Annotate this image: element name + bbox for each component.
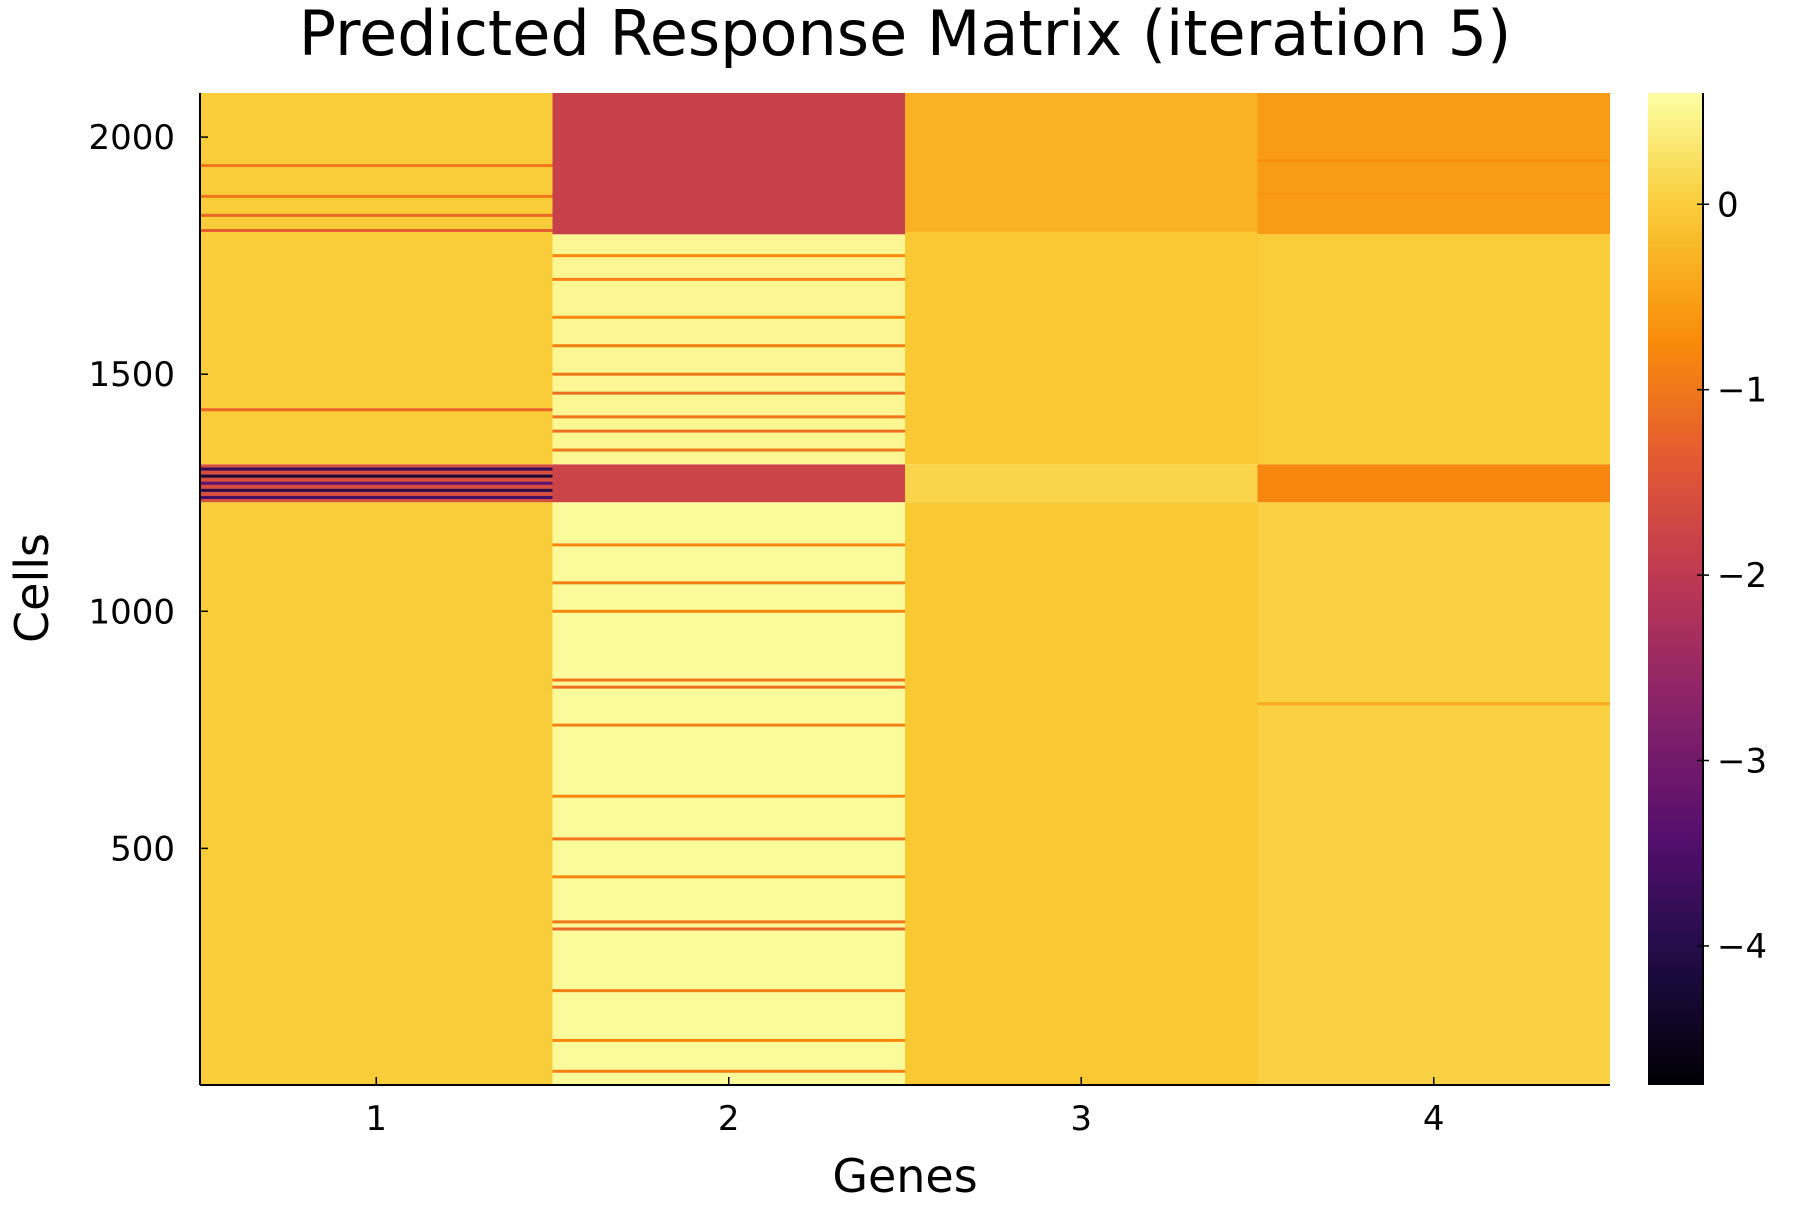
x-tick-label: 3 [1070, 1099, 1092, 1139]
heatmap-streak-gene2 [552, 723, 905, 727]
y-tick-label: 1000 [88, 592, 175, 632]
heatmap-streak-gene2 [552, 543, 905, 547]
x-axis-label: Genes [832, 1149, 977, 1200]
heatmap-streak-gene2 [552, 794, 905, 798]
heatmap-streak-gene2 [552, 429, 905, 433]
colorbar-gradient [1648, 93, 1703, 1085]
y-tick-label: 1500 [88, 355, 175, 395]
y-axis-label: Cells [5, 533, 59, 643]
heatmap-cell-gene2 [552, 93, 905, 235]
colorbar-tick-label: −1 [1717, 371, 1767, 411]
heatmap-streak-gene2 [552, 1069, 905, 1073]
x-tick-label: 2 [718, 1099, 740, 1139]
heatmap-streak-gene4 [1257, 702, 1610, 706]
heatmap-streak-gene2 [552, 448, 905, 452]
heatmap-streak-gene1 [200, 194, 553, 198]
heatmap-streak-gene2 [552, 344, 905, 348]
heatmap-streak-gene2 [552, 277, 905, 281]
heatmap-streak-gene1 [200, 213, 553, 217]
heatmap-streak-gene1 [200, 481, 553, 485]
heatmap-streak-gene2 [552, 989, 905, 993]
x-axis-ticks: 1 2 3 4 [365, 1077, 1445, 1139]
heatmap-streak-gene1 [200, 474, 553, 478]
x-tick-label: 1 [365, 1099, 387, 1139]
x-tick-label: 4 [1423, 1099, 1445, 1139]
heatmap-streak-gene1 [200, 164, 553, 168]
plot-axes [199, 93, 1610, 1086]
colorbar: 0 −1 −2 −3 −4 [1648, 93, 1767, 1085]
heatmap-streak-gene2 [552, 920, 905, 924]
heatmap-streak-gene2 [552, 685, 905, 689]
heatmap-streak-gene1 [200, 467, 553, 471]
heatmap-cell-gene4 [1257, 93, 1610, 235]
heatmap-cell-gene4 [1257, 234, 1610, 465]
heatmap-streak-gene2 [552, 609, 905, 613]
heatmap-cell-gene1 [200, 231, 553, 465]
heatmap-streak-gene1 [200, 495, 553, 499]
heatmap-cell-gene1 [200, 93, 553, 232]
heatmap-streak-gene2 [552, 1038, 905, 1042]
heatmap-cell-gene2 [552, 234, 905, 465]
heatmap-streak-gene1 [200, 488, 553, 492]
y-tick-label: 500 [110, 829, 175, 869]
heatmap-cell-gene2 [552, 464, 905, 503]
heatmap-streak-gene1 [200, 408, 553, 412]
colorbar-tick-label: −3 [1717, 742, 1767, 782]
heatmap-streak-gene4 [1257, 159, 1610, 163]
colorbar-tick-label: −4 [1717, 927, 1767, 967]
heatmap-streak-gene2 [552, 875, 905, 879]
heatmap-streak-gene1 [200, 229, 553, 233]
heatmap-cell-gene3 [905, 93, 1258, 232]
chart-title: Predicted Response Matrix (iteration 5) [299, 0, 1512, 70]
y-tick-label: 2000 [88, 118, 175, 158]
colorbar-tick-label: −2 [1717, 556, 1767, 596]
heatmap-streak-gene2 [552, 391, 905, 395]
heatmap-cell-gene3 [905, 502, 1258, 1085]
heatmap-streak-gene4 [1257, 192, 1610, 196]
heatmap-cell-gene3 [905, 464, 1258, 503]
heatmap-cells [200, 93, 1610, 1085]
heatmap-streak-gene2 [552, 927, 905, 931]
heatmap-cell-gene3 [905, 231, 1258, 465]
heatmap-streak-gene2 [552, 315, 905, 319]
heatmap-cell-gene4 [1257, 464, 1610, 503]
heatmap-streak-gene2 [552, 581, 905, 585]
colorbar-tick-label: 0 [1717, 185, 1739, 225]
heatmap-streak-gene2 [552, 837, 905, 841]
heatmap-streak-gene2 [552, 415, 905, 419]
heatmap-streak-gene2 [552, 254, 905, 258]
y-axis-ticks: 500 1000 1500 2000 [88, 118, 208, 869]
heatmap-cell-gene1 [200, 502, 553, 1085]
heatmap-streak-gene2 [552, 678, 905, 682]
heatmap-streak-gene2 [552, 372, 905, 376]
heatmap-cell-gene4 [1257, 502, 1610, 1085]
heatmap-cell-gene2 [552, 502, 905, 1085]
